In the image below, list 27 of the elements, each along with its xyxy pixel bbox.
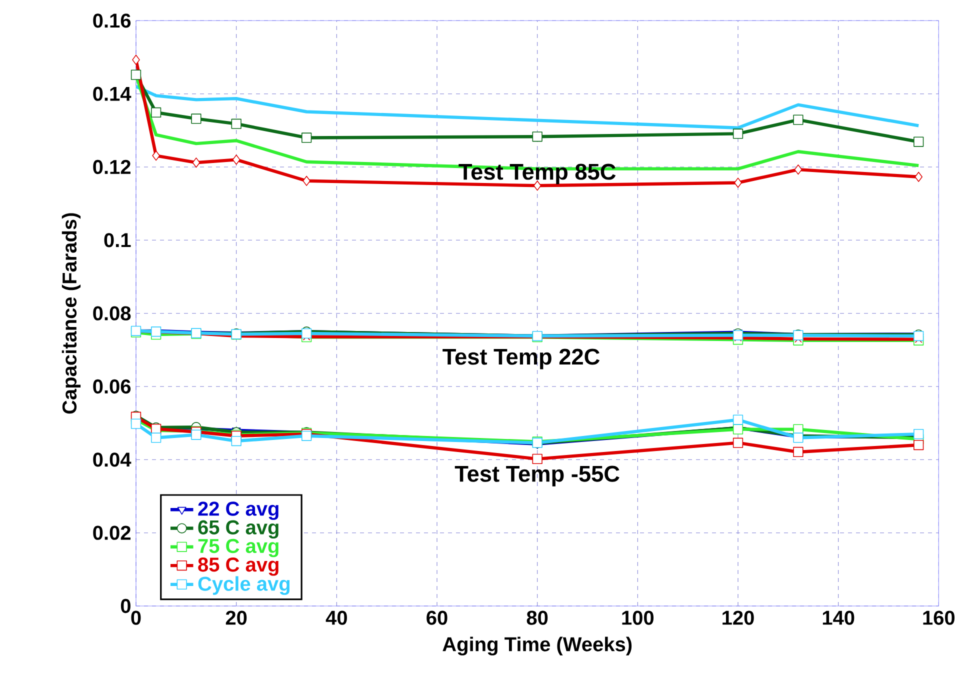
legend-label: 65 C avg [198,520,278,539]
y-tick-label: 0.12 [93,160,130,174]
y-tick-label: 0.1 [104,233,131,248]
y-tick-label: 0.06 [93,379,131,394]
legend-label: 75 C avg [198,538,278,558]
legend-label: 22 C avg [198,502,278,520]
x-axis-title: Aging Time (Weeks) [442,636,632,656]
x-tick-label: 40 [326,610,347,625]
y-tick-label: 0.02 [93,526,130,540]
x-tick-label: 160 [923,610,955,625]
x-tick-label: 20 [226,610,247,625]
y-tick-label: 0.16 [93,14,131,28]
x-tick-label: 0 [131,610,141,625]
y-tick-label: 0 [120,598,130,614]
y-tick-label: 0.14 [93,86,132,101]
annotation: Test Temp -55C [454,466,620,486]
y-axis-title: Capacitance (Farads) [62,213,81,414]
legend-label: 85 C avg [198,558,278,576]
x-tick-label: 120 [722,610,754,625]
y-tick-label: 0.08 [93,306,131,320]
y-tick-label: 0.04 [93,452,132,467]
x-tick-label: 80 [526,610,548,625]
legend-label: Cycle avg [198,576,290,595]
annotation: Test Temp 22C [442,348,600,370]
x-tick-label: 60 [426,610,448,625]
x-tick-label: 140 [822,610,854,625]
x-tick-label: 100 [622,610,654,625]
